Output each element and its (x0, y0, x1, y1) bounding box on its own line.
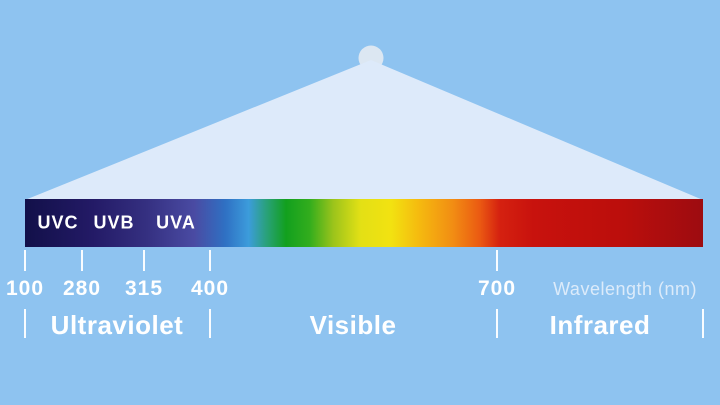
region-divider-right (702, 309, 704, 338)
region-divider-uv-visible (209, 309, 211, 338)
region-label-visible: Visible (309, 310, 397, 340)
tick-label-315: 315 (124, 277, 164, 300)
tick-mark-280 (81, 250, 83, 271)
tick-label-280: 280 (62, 277, 102, 300)
spectrum-bar: UVC UVB UVA (25, 199, 703, 247)
tick-label-100: 100 (5, 277, 45, 300)
light-beam-cone (25, 60, 703, 200)
wavelength-axis-label: Wavelength (nm) (553, 279, 697, 299)
band-label-uvc: UVC (37, 212, 79, 233)
region-divider-visible-ir (496, 309, 498, 338)
region-label-infrared: Infrared (549, 310, 651, 340)
tick-label-400: 400 (190, 277, 230, 300)
tick-mark-400 (209, 250, 211, 271)
band-label-uvb: UVB (93, 212, 135, 233)
tick-mark-100 (24, 250, 26, 271)
region-label-ultraviolet: Ultraviolet (50, 310, 184, 340)
band-label-uva: UVA (156, 212, 196, 233)
region-divider-left (24, 309, 26, 338)
tick-mark-315 (143, 250, 145, 271)
tick-mark-700 (496, 250, 498, 271)
tick-label-700: 700 (477, 277, 517, 300)
